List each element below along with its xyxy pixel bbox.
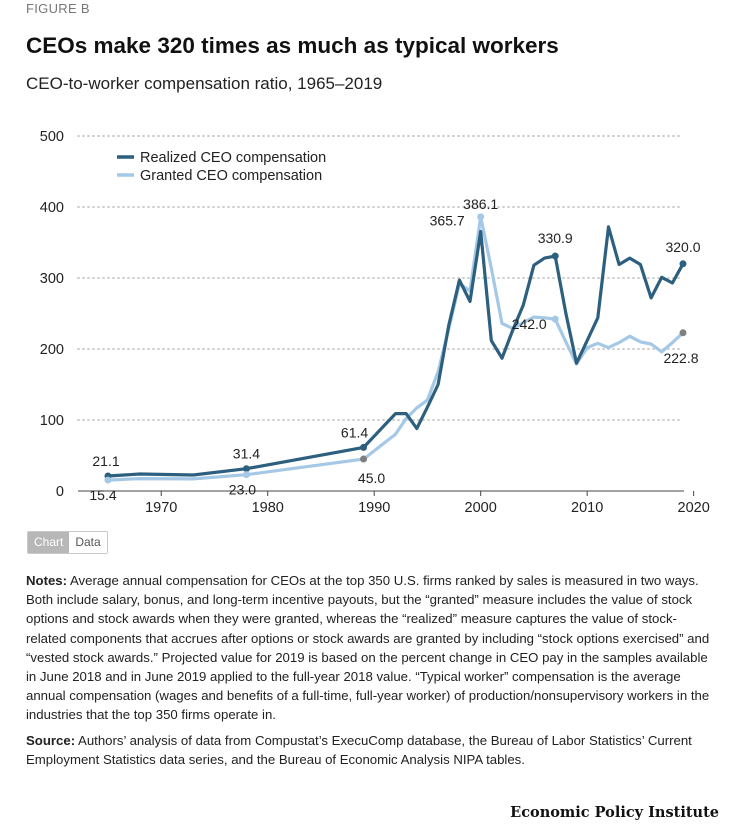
data-label: 45.0 bbox=[358, 470, 385, 486]
brand-logo: Economic Policy Institute bbox=[510, 804, 719, 821]
x-tick-label: 1990 bbox=[358, 500, 390, 516]
realized-series-line bbox=[106, 225, 685, 478]
notes-text: Average annual compensation for CEOs at … bbox=[26, 573, 710, 723]
data-label: 330.9 bbox=[538, 230, 573, 246]
data-label: 31.4 bbox=[233, 446, 260, 462]
data-label: 242.0 bbox=[512, 316, 547, 332]
data-point-dot bbox=[242, 471, 250, 479]
y-tick-label: 200 bbox=[40, 342, 64, 358]
chart-tab[interactable]: Chart bbox=[28, 532, 70, 553]
x-tick-label: 1980 bbox=[252, 500, 284, 516]
legend-label: Granted CEO compensation bbox=[140, 168, 322, 184]
data-point-dot bbox=[551, 315, 559, 323]
data-label: 320.0 bbox=[665, 239, 700, 255]
data-tab[interactable]: Data bbox=[69, 532, 107, 553]
data-point-dot bbox=[104, 476, 112, 484]
data-point-dot bbox=[242, 465, 250, 473]
x-tick-label: 2010 bbox=[571, 500, 603, 516]
data-label: 21.1 bbox=[92, 453, 119, 469]
notes-label: Notes: bbox=[26, 573, 68, 588]
y-tick-label: 100 bbox=[40, 413, 64, 429]
data-label: 365.7 bbox=[430, 212, 465, 228]
y-tick-label: 400 bbox=[40, 200, 64, 216]
chart-title: CEOs make 320 times as much as typical w… bbox=[26, 33, 559, 58]
data-point-dot bbox=[360, 455, 368, 463]
source-paragraph: Source: Authors’ analysis of data from C… bbox=[26, 731, 716, 769]
x-tick-label: 1970 bbox=[145, 500, 177, 516]
legend-label: Realized CEO compensation bbox=[140, 150, 326, 166]
y-tick-label: 0 bbox=[56, 484, 64, 500]
data-point-dot bbox=[551, 252, 559, 260]
y-tick-label: 300 bbox=[40, 271, 64, 287]
chart-data-toggle: Chart Data bbox=[27, 531, 108, 554]
x-tick-label: 2020 bbox=[678, 500, 710, 516]
notes-paragraph: Notes: Average annual compensation for C… bbox=[26, 571, 716, 725]
data-point-dot bbox=[360, 443, 368, 451]
y-tick-label: 500 bbox=[40, 129, 64, 145]
data-point-dot bbox=[679, 260, 687, 268]
line-chart: 0 100 200 300 400 500 1970 1980 1990 2000 2010 2020… bbox=[40, 129, 710, 516]
data-label: 386.1 bbox=[463, 196, 498, 212]
notes-section: Notes: Average annual compensation for C… bbox=[26, 571, 716, 769]
figure-label: FIGURE B bbox=[26, 1, 90, 16]
x-tick-label: 2000 bbox=[465, 500, 497, 516]
data-point-dot bbox=[679, 329, 687, 337]
data-label: 222.8 bbox=[663, 350, 698, 366]
data-label: 15.4 bbox=[89, 487, 116, 503]
source-label: Source: bbox=[26, 732, 76, 748]
data-label: 23.0 bbox=[229, 482, 256, 498]
chart-subtitle: CEO-to-worker compensation ratio, 1965–2… bbox=[26, 74, 383, 93]
data-point-dot bbox=[477, 213, 485, 221]
source-text: Authors’ analysis of data from Compustat… bbox=[26, 732, 692, 767]
data-label: 61.4 bbox=[341, 424, 368, 440]
